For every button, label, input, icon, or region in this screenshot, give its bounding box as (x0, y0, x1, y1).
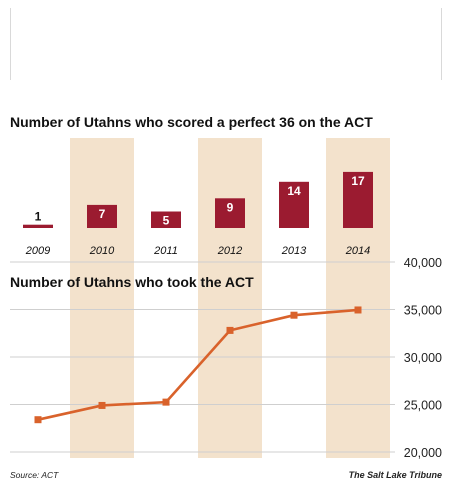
year-label-2014: 2014 (345, 245, 370, 257)
year-label-2012: 2012 (217, 245, 242, 257)
year-label-2009: 2009 (25, 245, 50, 257)
data-point-2013 (290, 311, 298, 319)
bar-2014 (343, 171, 373, 228)
line-chart-title: Number of Utahns who took the ACT (10, 274, 254, 290)
source-note: Source: ACT (10, 470, 59, 480)
bar-2012 (215, 198, 245, 228)
data-point-2009 (34, 416, 42, 424)
year-label-2010: 2010 (89, 245, 115, 257)
data-point-2011 (162, 398, 170, 406)
y-tick-label-30000: 30,000 (404, 351, 442, 365)
data-point-2012 (226, 326, 234, 334)
year-label-2013: 2013 (281, 245, 307, 257)
series-line (37, 308, 359, 421)
bar-label-2013: 14 (287, 184, 301, 198)
top-frame (10, 8, 442, 80)
bar-chart-title: Number of Utahns who scored a perfect 36… (10, 114, 373, 130)
year-label-2011: 2011 (153, 245, 178, 257)
data-point-2014 (354, 306, 362, 314)
shaded-column-2012 (198, 138, 262, 458)
y-tick-label-40000: 40,000 (404, 256, 442, 270)
y-tick-label-20000: 20,000 (404, 446, 442, 460)
bar-2011 (151, 211, 181, 228)
credit-note: The Salt Lake Tribune (348, 470, 442, 480)
y-tick-label-25000: 25,000 (404, 399, 442, 413)
bar-2013 (279, 181, 309, 228)
data-point-2010 (98, 401, 106, 409)
bar-2009 (23, 224, 53, 228)
bar-label-2012: 9 (227, 200, 234, 214)
bar-label-2009: 1 (35, 210, 42, 224)
bar-label-2010: 7 (99, 207, 106, 221)
bar-label-2014: 17 (351, 174, 365, 188)
bar-2010 (87, 204, 117, 228)
y-tick-label-35000: 35,000 (404, 304, 442, 318)
bar-label-2011: 5 (163, 214, 170, 228)
